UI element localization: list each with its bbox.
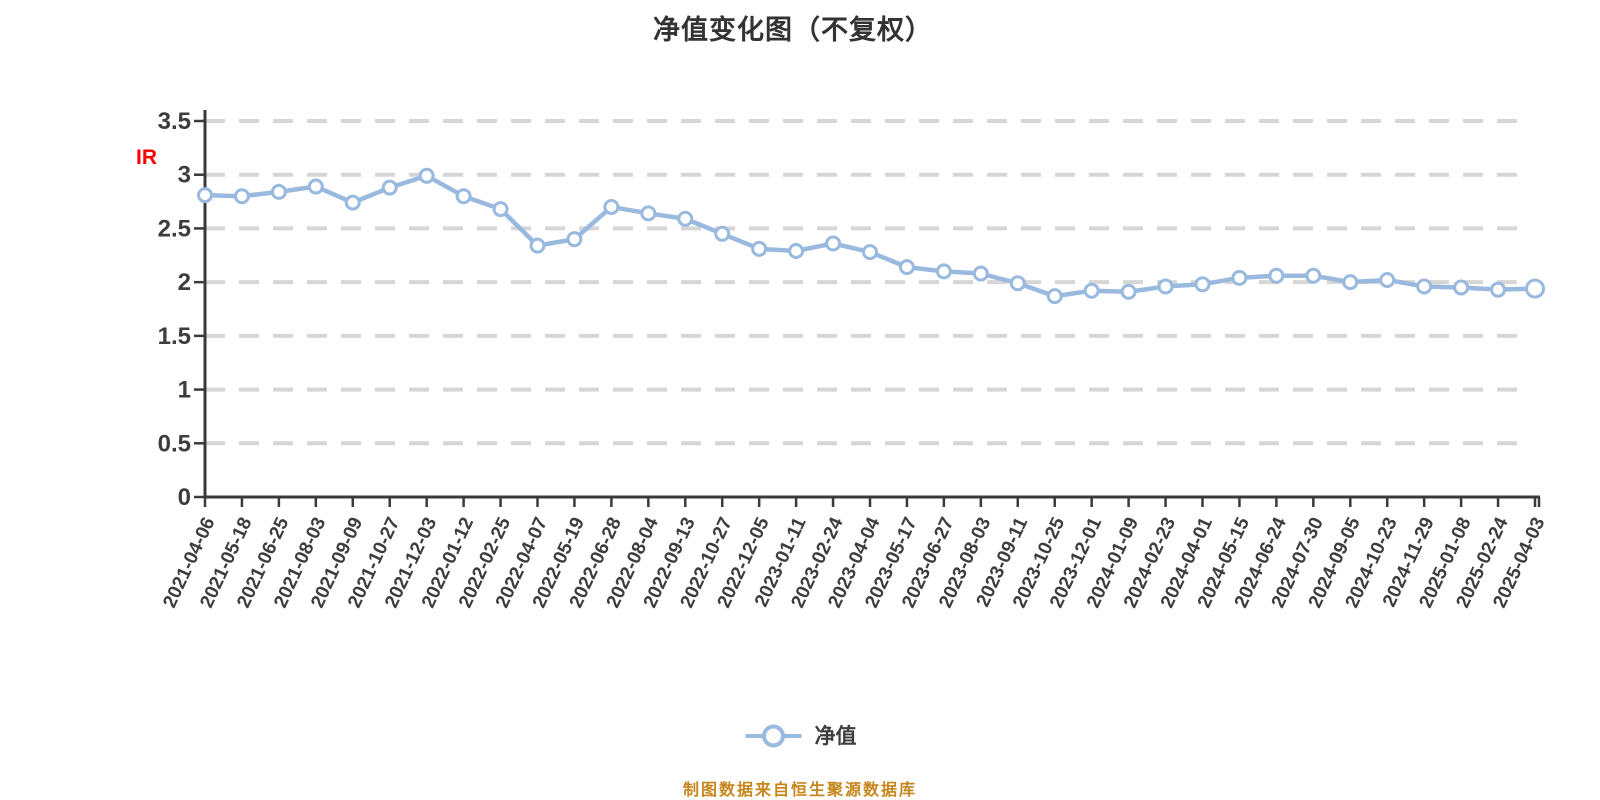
- data-point-marker[interactable]: [1453, 279, 1470, 296]
- y-tick-label: 1.5: [158, 323, 191, 350]
- legend-label: 净值: [814, 724, 857, 748]
- y-tick-label: 0: [178, 484, 191, 511]
- data-source-note: 制图数据来自恒生聚源数据库: [682, 782, 918, 799]
- data-point-marker[interactable]: [1046, 288, 1063, 305]
- data-point-marker[interactable]: [677, 210, 694, 227]
- legend-line-marker-icon: [745, 724, 802, 748]
- data-point-marker[interactable]: [307, 178, 324, 195]
- data-point-marker[interactable]: [455, 188, 472, 205]
- data-point-marker[interactable]: [935, 263, 952, 280]
- data-point-marker[interactable]: [529, 237, 546, 254]
- data-point-marker[interactable]: [1157, 278, 1174, 295]
- data-point-marker[interactable]: [603, 198, 620, 215]
- data-point-marker[interactable]: [1231, 269, 1248, 286]
- data-point-marker[interactable]: [788, 242, 805, 259]
- data-point-marker[interactable]: [270, 183, 287, 200]
- legend-circle-icon: [762, 724, 785, 748]
- data-point-marker[interactable]: [714, 225, 731, 242]
- data-point-marker[interactable]: [898, 259, 915, 276]
- data-point-marker[interactable]: [566, 231, 583, 248]
- data-point-marker[interactable]: [640, 205, 657, 222]
- data-point-marker[interactable]: [344, 194, 361, 211]
- y-tick-label: 1: [178, 377, 191, 404]
- y-tick-label: 0.5: [158, 430, 191, 457]
- data-point-marker[interactable]: [1009, 275, 1026, 292]
- data-point-marker[interactable]: [1379, 271, 1396, 288]
- data-point-marker[interactable]: [197, 187, 213, 204]
- data-point-marker[interactable]: [1268, 267, 1285, 284]
- y-tick-label: 3.5: [158, 108, 191, 135]
- data-point-marker[interactable]: [972, 265, 989, 282]
- data-point-marker[interactable]: [1416, 278, 1433, 295]
- data-point-marker[interactable]: [1194, 276, 1211, 293]
- data-point-marker[interactable]: [1525, 278, 1545, 299]
- data-point-marker[interactable]: [1490, 281, 1507, 298]
- legend-item-nav[interactable]: 净值: [745, 724, 857, 748]
- plot-area: 00.511.522.533.52021-04-062021-05-182021…: [158, 108, 1550, 611]
- data-point-marker[interactable]: [1083, 282, 1100, 299]
- data-point-marker[interactable]: [862, 244, 878, 261]
- data-point-marker[interactable]: [233, 188, 250, 205]
- y-tick-label: 2.5: [158, 215, 191, 242]
- y-tick-label: 3: [178, 162, 191, 189]
- data-point-marker[interactable]: [751, 240, 768, 257]
- data-point-marker[interactable]: [418, 167, 435, 184]
- data-point-marker[interactable]: [381, 179, 398, 196]
- data-point-marker[interactable]: [1120, 283, 1137, 300]
- nav-line-series[interactable]: [202, 173, 1538, 299]
- data-point-marker[interactable]: [825, 235, 842, 252]
- y-axis-unit-label: IR: [136, 146, 157, 169]
- data-point-marker[interactable]: [492, 201, 509, 218]
- y-tick-label: 2: [178, 269, 191, 296]
- data-point-marker[interactable]: [1305, 267, 1322, 284]
- data-point-marker[interactable]: [1342, 274, 1359, 291]
- chart-title: 净值变化图（不复权）: [653, 15, 933, 45]
